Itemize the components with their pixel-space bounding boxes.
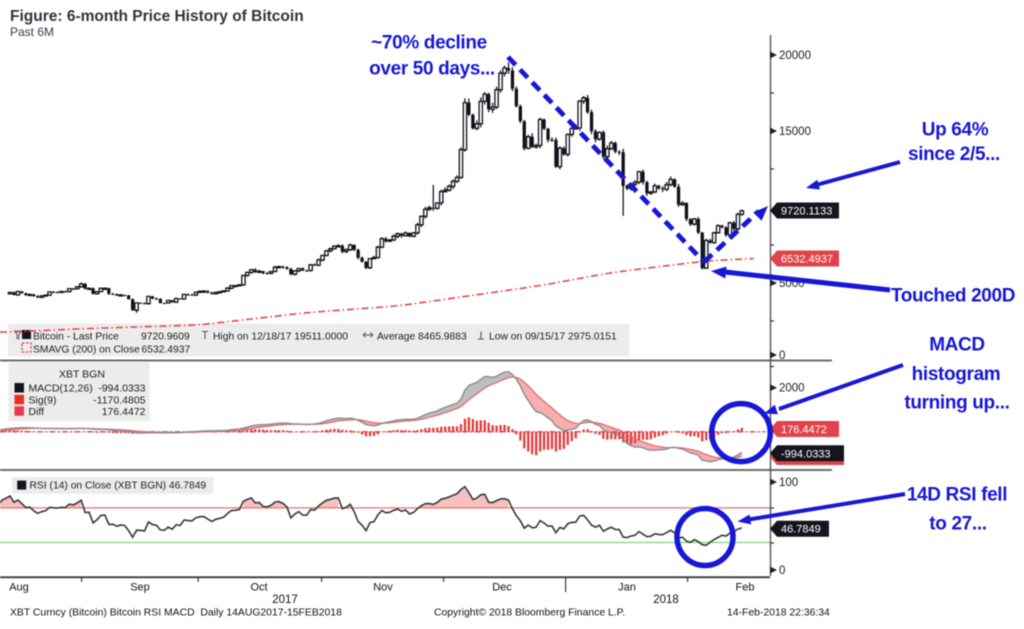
svg-text:0: 0	[779, 565, 785, 577]
svg-text:15000: 15000	[779, 126, 811, 138]
svg-text:9720.1133: 9720.1133	[781, 206, 832, 218]
svg-text:46.7849: 46.7849	[781, 524, 821, 536]
svg-text:176.4472: 176.4472	[781, 424, 827, 436]
svg-text:100: 100	[779, 477, 798, 489]
svg-text:20000: 20000	[779, 50, 811, 62]
svg-text:RSI (14) on Close (XBT BGN) 4: RSI (14) on Close (XBT BGN) 46.7849	[30, 481, 207, 492]
svg-text:Past 6M: Past 6M	[10, 25, 54, 39]
svg-text:-994.0333: -994.0333	[781, 448, 831, 460]
svg-text:6532.4937: 6532.4937	[781, 254, 833, 266]
svg-text:0: 0	[779, 350, 785, 362]
svg-text:2000: 2000	[779, 383, 805, 395]
svg-text:Figure: 6-month Price History: Figure: 6-month Price History of Bitcoin	[10, 8, 304, 25]
svg-text:XBT Curncy (Bitcoin) Bitcoin R: XBT Curncy (Bitcoin) Bitcoin RSI MACD Da…	[10, 608, 830, 619]
